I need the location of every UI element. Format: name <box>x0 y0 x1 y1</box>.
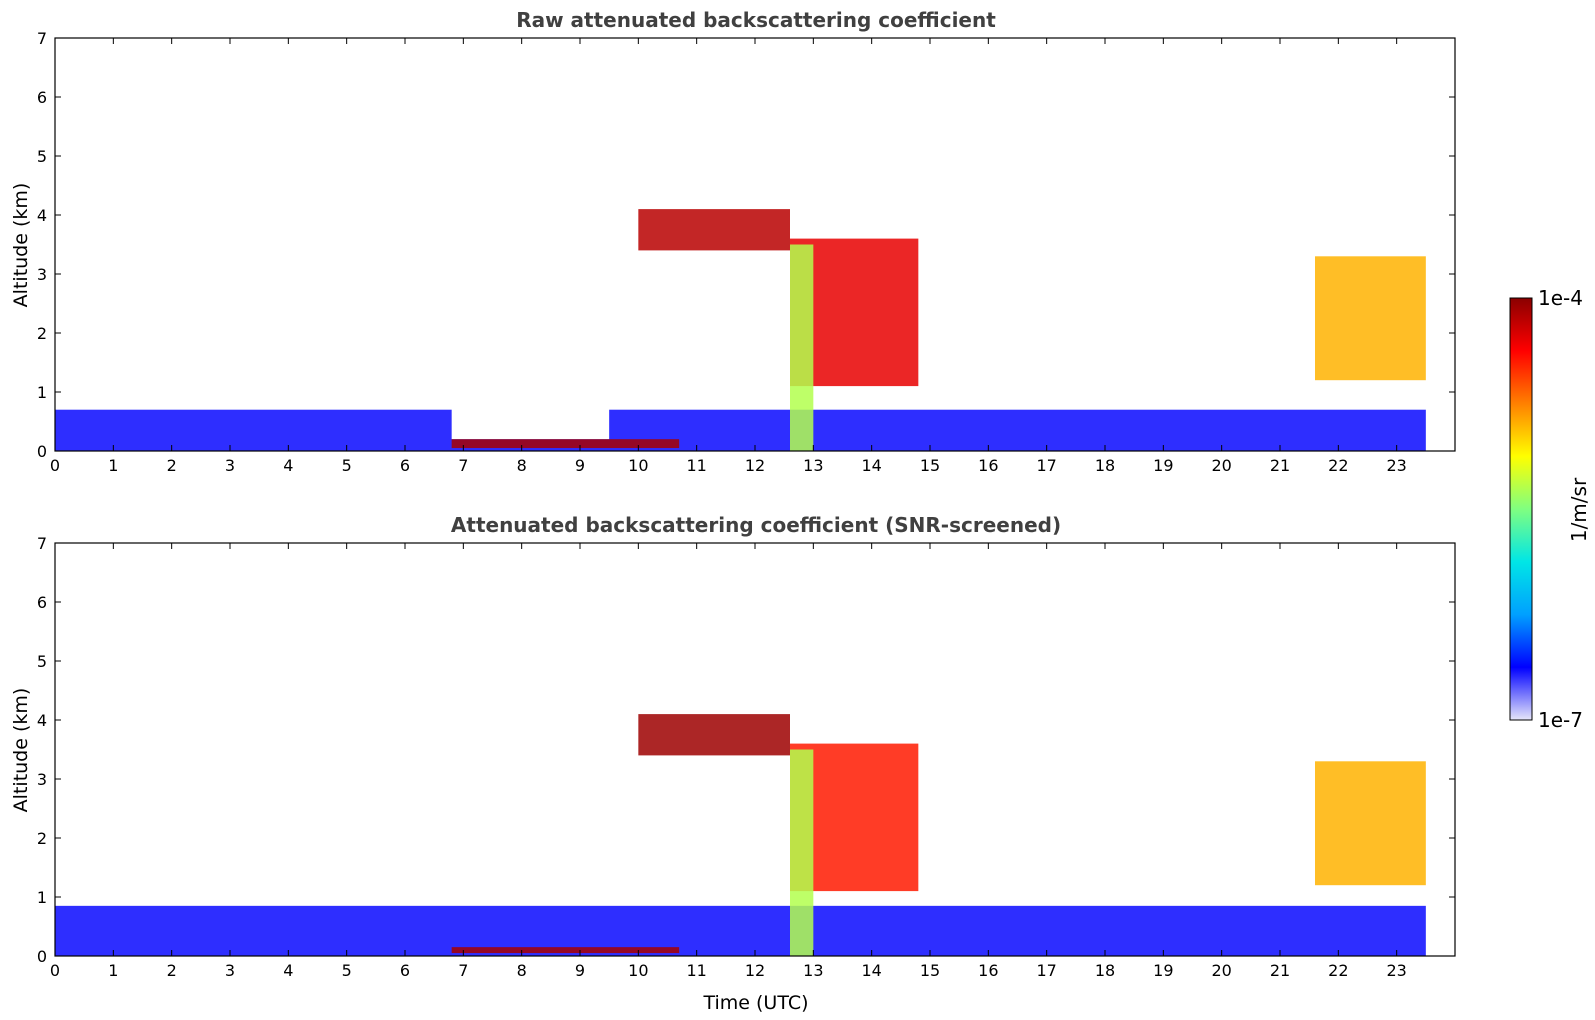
y-tick-label: 1 <box>37 888 47 907</box>
feature-low-layer <box>451 439 680 449</box>
panel-raw: Raw attenuated backscattering coefficien… <box>10 8 1456 475</box>
x-tick-label: 17 <box>1036 961 1056 980</box>
x-tick-label: 17 <box>1036 456 1056 475</box>
x-tick-label: 20 <box>1211 961 1231 980</box>
y-tick-label: 0 <box>37 947 47 966</box>
x-axis-label: Time (UTC) <box>702 992 808 1014</box>
x-tick-label: 14 <box>861 961 881 980</box>
y-tick-label: 1 <box>37 383 47 402</box>
feature-boundary-layer <box>55 409 1426 451</box>
y-axis-raw: 0 1 2 3 4 5 6 7 <box>37 29 1455 461</box>
x-axis-raw: 0 1 2 3 4 5 6 7 8 9 10 11 12 13 14 15 16 17 18 19 20 21 22 23 <box>50 38 1407 475</box>
y-tick-label: 4 <box>37 711 47 730</box>
y-tick-label: 7 <box>37 29 47 48</box>
x-tick-label: 18 <box>1095 961 1115 980</box>
x-tick-label: 10 <box>628 456 648 475</box>
x-tick-label: 9 <box>575 961 585 980</box>
x-tick-label: 19 <box>1153 456 1173 475</box>
y-tick-label: 5 <box>37 147 47 166</box>
x-tick-label: 2 <box>167 961 177 980</box>
y-tick-label: 6 <box>37 593 47 612</box>
x-tick-label: 12 <box>745 456 765 475</box>
x-tick-label: 8 <box>517 961 527 980</box>
x-tick-label: 13 <box>803 456 823 475</box>
x-tick-label: 15 <box>920 456 940 475</box>
x-tick-label: 19 <box>1153 961 1173 980</box>
x-tick-label: 1 <box>108 456 118 475</box>
x-tick-label: 5 <box>342 456 352 475</box>
x-tick-label: 1 <box>108 961 118 980</box>
colorbar-unit-label: 1/m/sr <box>1567 477 1591 542</box>
x-tick-label: 16 <box>978 961 998 980</box>
feature-fall-streak <box>790 749 814 956</box>
x-tick-label: 3 <box>225 456 235 475</box>
chart-title-screened: Attenuated backscattering coefficient (S… <box>451 513 1061 537</box>
x-tick-label: 13 <box>803 961 823 980</box>
y-tick-label: 0 <box>37 442 47 461</box>
x-tick-label: 4 <box>283 456 293 475</box>
y-tick-label: 5 <box>37 652 47 671</box>
x-tick-label: 6 <box>400 961 410 980</box>
y-axis-screened: 0 1 2 3 4 5 6 7 <box>37 534 1455 966</box>
x-tick-label: 9 <box>575 456 585 475</box>
colorbar-min-label: 1e-7 <box>1538 708 1583 732</box>
feature-data-gap <box>451 85 610 440</box>
panel-screened: Attenuated backscattering coefficient (S… <box>10 513 1456 1014</box>
y-axis-label-raw: Altitude (km) <box>10 183 32 308</box>
feature-fall-streak <box>790 244 814 451</box>
x-tick-label: 10 <box>628 961 648 980</box>
x-tick-label: 22 <box>1328 456 1348 475</box>
chart-title-raw: Raw attenuated backscattering coefficien… <box>516 8 996 32</box>
x-tick-label: 8 <box>517 456 527 475</box>
colorbar-max-label: 1e-4 <box>1538 286 1583 310</box>
x-tick-label: 2 <box>167 456 177 475</box>
y-tick-label: 3 <box>37 770 47 789</box>
x-tick-label: 7 <box>458 456 468 475</box>
feature-low-layer <box>451 947 680 954</box>
heatmap-raw <box>55 85 1426 451</box>
feature-mid-cloud <box>638 714 790 756</box>
colorbar: 1e-4 1e-7 1/m/sr <box>1509 286 1591 732</box>
x-tick-label: 12 <box>745 961 765 980</box>
y-tick-label: 6 <box>37 88 47 107</box>
x-tick-label: 15 <box>920 961 940 980</box>
y-tick-label: 7 <box>37 534 47 553</box>
x-tick-label: 6 <box>400 456 410 475</box>
x-tick-label: 14 <box>861 456 881 475</box>
x-tick-label: 7 <box>458 961 468 980</box>
x-tick-label: 23 <box>1386 961 1406 980</box>
x-tick-label: 21 <box>1270 456 1290 475</box>
y-tick-label: 2 <box>37 829 47 848</box>
x-tick-label: 11 <box>686 961 706 980</box>
x-tick-label: 0 <box>50 456 60 475</box>
feature-mid-cloud <box>638 209 790 251</box>
y-tick-label: 3 <box>37 265 47 284</box>
colorbar-scale <box>1509 297 1533 721</box>
x-tick-label: 22 <box>1328 961 1348 980</box>
x-tick-label: 18 <box>1095 456 1115 475</box>
feature-evening-cloud <box>1315 761 1426 886</box>
y-axis-label-screened: Altitude (km) <box>10 688 32 813</box>
x-tick-label: 20 <box>1211 456 1231 475</box>
x-tick-label: 4 <box>283 961 293 980</box>
x-tick-label: 5 <box>342 961 352 980</box>
x-tick-label: 16 <box>978 456 998 475</box>
x-tick-label: 3 <box>225 961 235 980</box>
y-tick-label: 2 <box>37 324 47 343</box>
x-tick-label: 11 <box>686 456 706 475</box>
x-tick-label: 0 <box>50 961 60 980</box>
feature-evening-cloud <box>1315 256 1426 381</box>
heatmap-screened <box>55 714 1426 956</box>
x-tick-label: 23 <box>1386 456 1406 475</box>
y-tick-label: 4 <box>37 206 47 225</box>
x-axis-screened: 0 1 2 3 4 5 6 7 8 9 10 11 12 13 14 15 16 17 18 19 20 21 22 23 <box>50 543 1407 980</box>
x-tick-label: 21 <box>1270 961 1290 980</box>
feature-boundary-layer <box>55 905 1426 956</box>
